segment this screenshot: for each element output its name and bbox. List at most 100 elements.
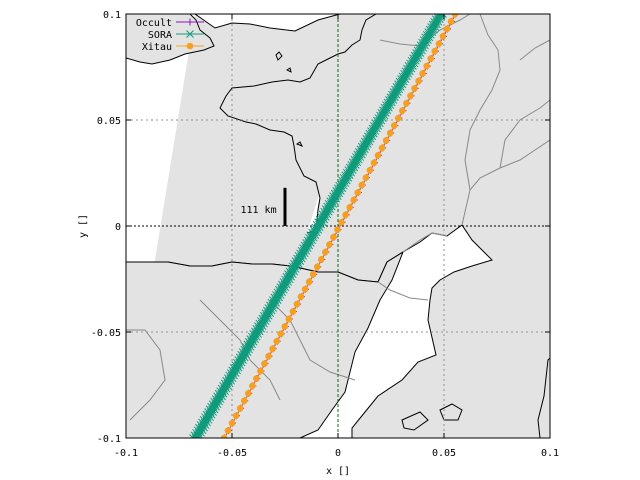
marker-circle	[321, 248, 329, 256]
series-point-xitau	[309, 271, 317, 278]
annotation-label: 111 km	[240, 205, 276, 216]
marker-circle	[443, 25, 451, 33]
marker-circle	[330, 233, 337, 241]
series-point-xitau	[281, 323, 289, 330]
marker-circle	[403, 99, 410, 107]
y-tick-label: -0.05	[91, 328, 121, 339]
series-point-xitau	[240, 397, 248, 405]
marker-circle	[317, 256, 325, 263]
marker-circle	[220, 434, 228, 438]
marker-circle	[281, 323, 289, 330]
series-point-xitau	[249, 382, 256, 390]
land-islet-3	[295, 141, 304, 147]
marker-circle	[285, 315, 293, 323]
marker-circle	[431, 47, 439, 55]
marker-circle	[427, 55, 434, 62]
marker-circle	[386, 129, 394, 137]
marker-circle	[273, 337, 280, 345]
series-point-xitau	[411, 85, 418, 92]
marker-circle	[374, 152, 382, 159]
series-point-xitau	[407, 92, 414, 100]
series-point-xitau	[338, 218, 345, 226]
marker-circle	[240, 397, 248, 405]
marker-cross-b	[436, 14, 442, 18]
marker-circle	[342, 211, 349, 219]
marker-circle	[423, 62, 430, 70]
series-point-xitau	[342, 211, 349, 219]
marker-circle	[370, 159, 378, 167]
series-point-xitau	[305, 278, 313, 286]
annotations: 111 km	[240, 187, 287, 226]
series-point-xitau	[285, 315, 293, 323]
series-point-xitau	[236, 404, 244, 412]
y-axis-label: y []	[78, 214, 89, 238]
marker-circle	[338, 218, 345, 226]
series-point-xitau	[362, 174, 370, 181]
series-point-xitau	[297, 293, 305, 300]
marker-circle	[261, 360, 268, 367]
marker-circle	[289, 308, 297, 315]
series-point-xitau	[253, 375, 260, 382]
marker-circle	[358, 181, 366, 189]
y-tick-label: 0.05	[97, 116, 121, 127]
marker-circle	[293, 300, 301, 308]
series-point-xitau	[447, 18, 455, 25]
series-point-xitau	[394, 114, 402, 122]
marker-circle	[447, 18, 455, 25]
marker-circle	[244, 390, 252, 397]
series-point-xitau	[378, 144, 386, 152]
series-point-xitau	[301, 285, 309, 293]
series-point-xitau	[228, 419, 236, 427]
series-point-xitau	[415, 77, 422, 85]
x-tick-label: 0.05	[432, 448, 456, 459]
series-point-xitau	[431, 47, 439, 55]
x-tick-label: -0.1	[114, 448, 138, 459]
marker-circle	[439, 33, 447, 40]
marker-cross-b	[186, 30, 194, 38]
series-point-xitau	[224, 427, 232, 434]
legend-marker-occult	[186, 18, 194, 26]
marker-circle	[326, 241, 333, 248]
legend-label-xitau: Xitau	[142, 42, 172, 53]
series-point-xitau	[346, 204, 353, 211]
x-tick-label: 0.1	[541, 448, 559, 459]
series-point-xitau	[427, 55, 434, 62]
marker-circle	[354, 189, 362, 196]
series-point-xitau	[366, 166, 374, 174]
marker-circle	[257, 367, 264, 375]
land-island-1	[537, 357, 550, 438]
marker-circle	[415, 77, 422, 85]
legend-entry-sora: SORA	[148, 30, 204, 41]
axis-ticks: -0.1 -0.05 0 0.05 0.1 -0.1 -0.05 0 0.05 0.1	[91, 10, 559, 459]
series-point-xitau	[435, 40, 443, 48]
series-line-xitau	[223, 14, 456, 438]
series-point-xitau	[374, 152, 382, 159]
legend-marker-xitau	[186, 42, 194, 50]
series-point-xitau	[232, 412, 240, 419]
land-islet-1	[275, 51, 283, 61]
marker-circle	[301, 285, 309, 293]
marker-cross-a	[442, 14, 447, 18]
series-point-xitau	[326, 241, 333, 248]
marker-circle	[435, 40, 443, 48]
series-point-xitau	[439, 33, 447, 40]
marker-cross-a	[191, 434, 197, 438]
series-point-xitau	[419, 70, 426, 77]
series-point-xitau	[423, 62, 430, 70]
series-point-xitau	[386, 129, 394, 137]
series-point-xitau	[257, 367, 264, 375]
series-point-sora	[439, 14, 447, 18]
series-point-xitau	[244, 390, 252, 397]
series-point-xitau	[261, 360, 268, 367]
marker-circle	[390, 122, 398, 129]
series-point-xitau	[265, 352, 272, 360]
marker-circle	[419, 70, 426, 77]
series-point-xitau	[313, 263, 321, 271]
series-point-xitau	[370, 159, 378, 167]
x-axis-label: x []	[326, 466, 350, 477]
marker-cross-b	[439, 14, 444, 18]
series-point-xitau	[334, 226, 341, 234]
marker-circle	[277, 330, 285, 338]
